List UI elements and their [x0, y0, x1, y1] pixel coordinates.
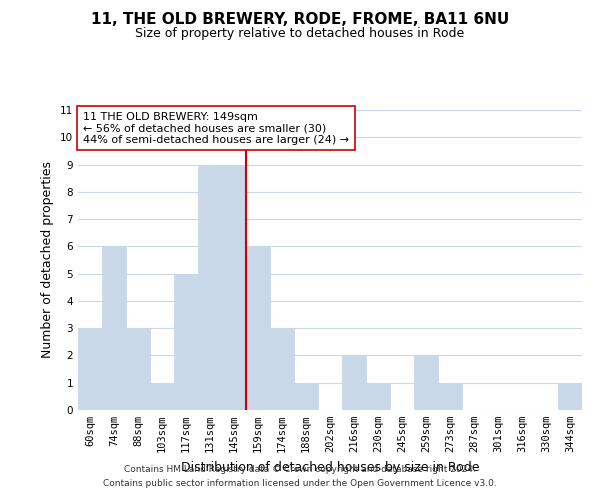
Bar	[222, 164, 246, 410]
X-axis label: Distribution of detached houses by size in Rode: Distribution of detached houses by size …	[181, 460, 479, 473]
Bar	[294, 382, 318, 410]
Bar	[78, 328, 102, 410]
Bar	[102, 246, 126, 410]
Bar	[126, 328, 150, 410]
Y-axis label: Number of detached properties: Number of detached properties	[41, 162, 55, 358]
Bar	[438, 382, 462, 410]
Bar	[366, 382, 390, 410]
Bar	[246, 246, 270, 410]
Text: 11, THE OLD BREWERY, RODE, FROME, BA11 6NU: 11, THE OLD BREWERY, RODE, FROME, BA11 6…	[91, 12, 509, 28]
Bar	[414, 356, 438, 410]
Text: Size of property relative to detached houses in Rode: Size of property relative to detached ho…	[136, 28, 464, 40]
Bar	[174, 274, 198, 410]
Text: Contains HM Land Registry data © Crown copyright and database right 2024.
Contai: Contains HM Land Registry data © Crown c…	[103, 466, 497, 487]
Bar	[342, 356, 366, 410]
Bar	[270, 328, 294, 410]
Bar	[198, 164, 222, 410]
Text: 11 THE OLD BREWERY: 149sqm
← 56% of detached houses are smaller (30)
44% of semi: 11 THE OLD BREWERY: 149sqm ← 56% of deta…	[83, 112, 349, 144]
Bar	[150, 382, 174, 410]
Bar	[558, 382, 582, 410]
